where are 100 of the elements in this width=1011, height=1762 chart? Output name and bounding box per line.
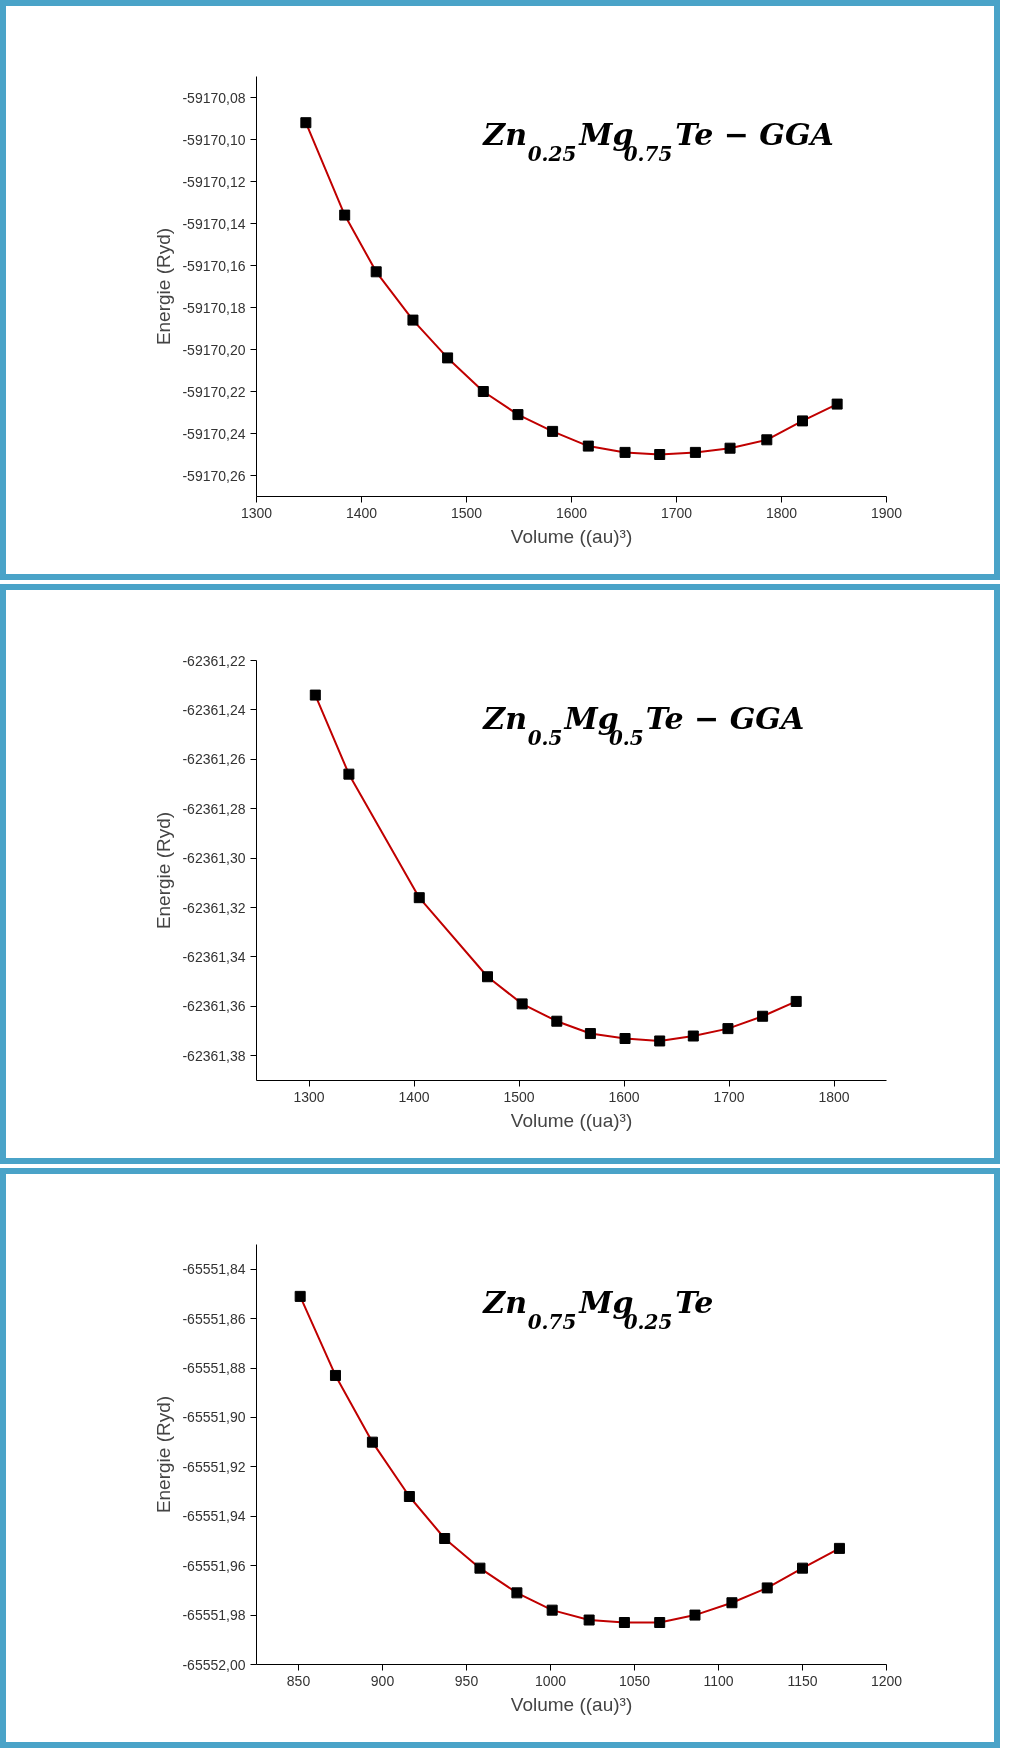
point [724,442,736,454]
y-tick-label: -62361,22 [182,652,246,669]
point [584,1028,596,1040]
x-tick-label: 950 [454,1672,479,1689]
y-tick-label: -65551,90 [182,1409,246,1426]
x-tick-label: 850 [286,1672,311,1689]
point [442,352,454,364]
point [403,1491,415,1502]
y-tick-label: -62361,24 [182,701,246,718]
y-tick-label: -59170,10 [182,131,246,148]
x-tick-label: 1200 [870,1672,903,1689]
point [413,892,425,904]
point [474,1562,486,1574]
point [551,1015,563,1027]
point [790,995,802,1007]
point [516,998,528,1010]
y-tick-label: -62361,28 [182,800,246,817]
y-tick-label: -65551,94 [182,1508,246,1525]
x-tick-label: 1500 [503,1088,535,1105]
y-tick-label: -62361,26 [182,751,246,768]
point [689,446,701,458]
point [687,1030,699,1042]
y-tick-label: -59170,14 [182,215,246,232]
y-tick-label: -62361,30 [182,850,246,867]
point [477,386,489,397]
x-tick-label: 1800 [818,1088,850,1105]
point [546,1604,558,1616]
point [797,415,808,427]
point [618,1617,630,1628]
point [439,1533,451,1544]
point [309,689,321,701]
x-tick-label: 1300 [293,1088,325,1105]
x-tick-label: 900 [370,1672,395,1689]
point [339,209,351,221]
point [757,1010,769,1022]
y-tick-label: -59170,08 [182,89,246,106]
y-tick-label: -65551,84 [182,1261,246,1278]
point [654,1617,666,1628]
x-tick-label: 1600 [608,1088,640,1105]
x-tick-label: 1700 [660,504,693,521]
y-tick-label: -59170,18 [182,299,246,316]
x-tick-label: 1150 [787,1672,818,1689]
x-tick-label: 1400 [345,504,378,521]
x-tick-label: 1100 [703,1672,734,1689]
point [547,425,559,437]
point [329,1369,341,1381]
point [294,1290,306,1302]
y-tick-label: -65551,88 [182,1360,246,1377]
x-tick-label: 1400 [398,1088,430,1105]
y-tick-label: -62361,34 [182,948,246,965]
point [366,1436,378,1448]
y-tick-label: -65551,98 [182,1607,246,1624]
point [761,1582,773,1594]
y-tick-label: -59170,26 [182,467,246,484]
y-tick-label: -62361,32 [182,899,246,916]
x-tick-label: 1050 [618,1672,651,1689]
point [654,449,666,460]
y-tick-label: -65552,00 [182,1656,246,1673]
point [407,314,419,326]
point [797,1562,808,1574]
x-tick-label: 1700 [713,1088,745,1105]
point [833,1542,845,1554]
point [654,1035,666,1047]
point [619,446,631,458]
point [512,409,524,421]
point [511,1587,523,1599]
point [689,1609,701,1621]
x-axis-title: Volume ((au)³) [510,525,633,547]
y-tick-label: -59170,16 [182,257,246,274]
y-tick-label: -59170,12 [182,173,246,190]
y-tick-label: -62361,38 [182,1047,246,1064]
point [619,1033,631,1044]
y-axis-title: Energie (Ryd) [153,811,175,930]
y-tick-label: -62361,36 [182,998,246,1015]
x-tick-label: 1500 [450,504,483,521]
point [726,1597,738,1609]
x-axis-title: Volume ((au)³) [510,1693,633,1715]
point [583,1614,595,1626]
point [761,434,773,446]
y-tick-label: -65551,96 [182,1557,246,1574]
point [343,768,355,780]
y-axis-title: Energie (Ryd) [153,1395,175,1514]
x-tick-label: 1900 [870,504,903,521]
y-tick-label: -65551,92 [182,1458,246,1475]
point [831,398,843,410]
y-tick-label: -59170,20 [182,341,246,358]
x-tick-label: 1300 [240,504,273,521]
y-tick-label: -59170,24 [182,425,246,442]
x-axis-title: Volume ((ua)³) [510,1109,633,1131]
x-tick-label: 1800 [765,504,798,521]
point [370,266,382,278]
point [582,440,594,452]
y-tick-label: -59170,22 [182,383,246,400]
x-tick-label: 1600 [555,504,588,521]
y-axis-title: Energie (Ryd) [153,227,175,346]
point [722,1023,734,1035]
point [300,117,312,129]
y-tick-label: -65551,86 [182,1310,246,1327]
point [482,971,493,983]
x-tick-label: 1000 [534,1672,567,1689]
